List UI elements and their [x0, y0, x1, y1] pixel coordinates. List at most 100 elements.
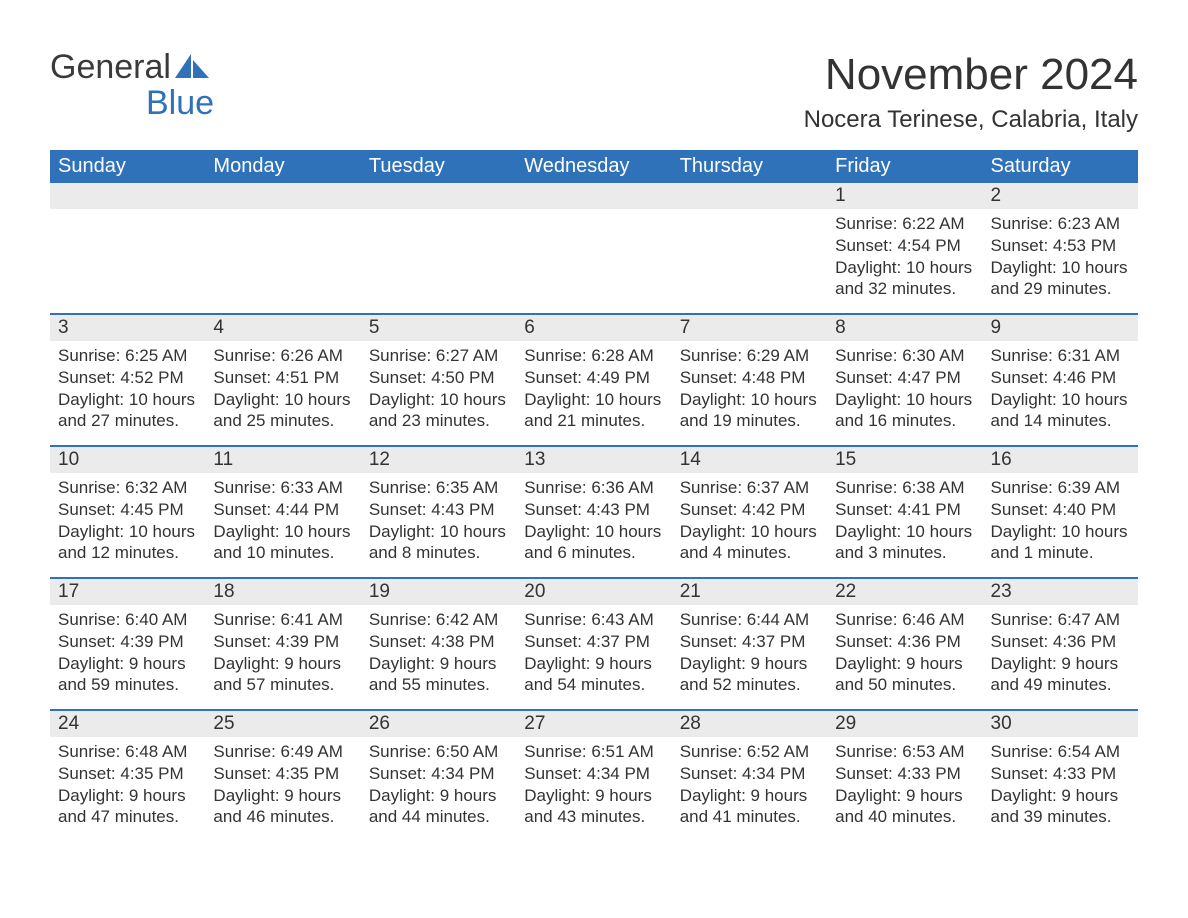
- sunset-text: Sunset: 4:49 PM: [524, 367, 663, 389]
- daylight-text-2: and 40 minutes.: [835, 806, 974, 828]
- daylight-text-1: Daylight: 9 hours: [213, 653, 352, 675]
- day-body: Sunrise: 6:35 AMSunset: 4:43 PMDaylight:…: [361, 473, 516, 574]
- week-row: 24Sunrise: 6:48 AMSunset: 4:35 PMDayligh…: [50, 709, 1138, 841]
- sunrise-text: Sunrise: 6:26 AM: [213, 345, 352, 367]
- sunset-text: Sunset: 4:45 PM: [58, 499, 197, 521]
- daylight-text-2: and 47 minutes.: [58, 806, 197, 828]
- day-number: 26: [361, 711, 516, 737]
- daylight-text-1: Daylight: 9 hours: [369, 785, 508, 807]
- daylight-text-1: Daylight: 10 hours: [58, 389, 197, 411]
- day-number-empty: [672, 183, 827, 209]
- sunrise-text: Sunrise: 6:29 AM: [680, 345, 819, 367]
- day-body: Sunrise: 6:41 AMSunset: 4:39 PMDaylight:…: [205, 605, 360, 706]
- day-body: Sunrise: 6:32 AMSunset: 4:45 PMDaylight:…: [50, 473, 205, 574]
- day-cell: 10Sunrise: 6:32 AMSunset: 4:45 PMDayligh…: [50, 447, 205, 577]
- daylight-text-1: Daylight: 9 hours: [835, 653, 974, 675]
- sunrise-text: Sunrise: 6:22 AM: [835, 213, 974, 235]
- daylight-text-2: and 10 minutes.: [213, 542, 352, 564]
- day-body: Sunrise: 6:33 AMSunset: 4:44 PMDaylight:…: [205, 473, 360, 574]
- sunrise-text: Sunrise: 6:35 AM: [369, 477, 508, 499]
- daylight-text-1: Daylight: 10 hours: [680, 521, 819, 543]
- sunrise-text: Sunrise: 6:41 AM: [213, 609, 352, 631]
- sunrise-text: Sunrise: 6:32 AM: [58, 477, 197, 499]
- day-cell: 24Sunrise: 6:48 AMSunset: 4:35 PMDayligh…: [50, 711, 205, 841]
- day-body: Sunrise: 6:42 AMSunset: 4:38 PMDaylight:…: [361, 605, 516, 706]
- daylight-text-2: and 59 minutes.: [58, 674, 197, 696]
- daylight-text-1: Daylight: 10 hours: [524, 389, 663, 411]
- day-body: Sunrise: 6:50 AMSunset: 4:34 PMDaylight:…: [361, 737, 516, 838]
- day-body: Sunrise: 6:26 AMSunset: 4:51 PMDaylight:…: [205, 341, 360, 442]
- day-number-empty: [50, 183, 205, 209]
- day-cell: 27Sunrise: 6:51 AMSunset: 4:34 PMDayligh…: [516, 711, 671, 841]
- daylight-text-2: and 52 minutes.: [680, 674, 819, 696]
- daylight-text-1: Daylight: 9 hours: [58, 653, 197, 675]
- day-body: Sunrise: 6:23 AMSunset: 4:53 PMDaylight:…: [983, 209, 1138, 310]
- daylight-text-2: and 14 minutes.: [991, 410, 1130, 432]
- day-cell: 22Sunrise: 6:46 AMSunset: 4:36 PMDayligh…: [827, 579, 982, 709]
- daylight-text-1: Daylight: 10 hours: [991, 257, 1130, 279]
- sunrise-text: Sunrise: 6:39 AM: [991, 477, 1130, 499]
- day-number: 25: [205, 711, 360, 737]
- sunrise-text: Sunrise: 6:33 AM: [213, 477, 352, 499]
- sunset-text: Sunset: 4:37 PM: [680, 631, 819, 653]
- day-cell: 19Sunrise: 6:42 AMSunset: 4:38 PMDayligh…: [361, 579, 516, 709]
- day-number: 2: [983, 183, 1138, 209]
- daylight-text-1: Daylight: 9 hours: [524, 785, 663, 807]
- day-number: 29: [827, 711, 982, 737]
- sunrise-text: Sunrise: 6:30 AM: [835, 345, 974, 367]
- sunset-text: Sunset: 4:53 PM: [991, 235, 1130, 257]
- sunset-text: Sunset: 4:37 PM: [524, 631, 663, 653]
- daylight-text-2: and 3 minutes.: [835, 542, 974, 564]
- day-number: 13: [516, 447, 671, 473]
- daylight-text-1: Daylight: 9 hours: [213, 785, 352, 807]
- weekday-header-tuesday: Tuesday: [361, 150, 516, 183]
- daylight-text-2: and 39 minutes.: [991, 806, 1130, 828]
- daylight-text-2: and 8 minutes.: [369, 542, 508, 564]
- day-number: 18: [205, 579, 360, 605]
- week-row: 3Sunrise: 6:25 AMSunset: 4:52 PMDaylight…: [50, 313, 1138, 445]
- daylight-text-2: and 27 minutes.: [58, 410, 197, 432]
- sunrise-text: Sunrise: 6:54 AM: [991, 741, 1130, 763]
- day-number-empty: [205, 183, 360, 209]
- day-body: Sunrise: 6:36 AMSunset: 4:43 PMDaylight:…: [516, 473, 671, 574]
- day-body: Sunrise: 6:31 AMSunset: 4:46 PMDaylight:…: [983, 341, 1138, 442]
- sunset-text: Sunset: 4:35 PM: [213, 763, 352, 785]
- sunrise-text: Sunrise: 6:49 AM: [213, 741, 352, 763]
- daylight-text-1: Daylight: 10 hours: [369, 521, 508, 543]
- logo-word-general: General: [50, 50, 171, 86]
- day-cell: 3Sunrise: 6:25 AMSunset: 4:52 PMDaylight…: [50, 315, 205, 445]
- day-cell: 16Sunrise: 6:39 AMSunset: 4:40 PMDayligh…: [983, 447, 1138, 577]
- daylight-text-1: Daylight: 9 hours: [369, 653, 508, 675]
- day-body: Sunrise: 6:52 AMSunset: 4:34 PMDaylight:…: [672, 737, 827, 838]
- day-number: 12: [361, 447, 516, 473]
- day-body: Sunrise: 6:47 AMSunset: 4:36 PMDaylight:…: [983, 605, 1138, 706]
- day-number: 17: [50, 579, 205, 605]
- day-body: Sunrise: 6:27 AMSunset: 4:50 PMDaylight:…: [361, 341, 516, 442]
- day-body: Sunrise: 6:39 AMSunset: 4:40 PMDaylight:…: [983, 473, 1138, 574]
- daylight-text-1: Daylight: 9 hours: [835, 785, 974, 807]
- day-body: Sunrise: 6:25 AMSunset: 4:52 PMDaylight:…: [50, 341, 205, 442]
- day-body: Sunrise: 6:46 AMSunset: 4:36 PMDaylight:…: [827, 605, 982, 706]
- sunrise-text: Sunrise: 6:23 AM: [991, 213, 1130, 235]
- day-cell: [50, 183, 205, 313]
- calendar-page: General Blue November 2024 Nocera Terine…: [0, 0, 1188, 881]
- sunset-text: Sunset: 4:34 PM: [369, 763, 508, 785]
- daylight-text-2: and 12 minutes.: [58, 542, 197, 564]
- sunset-text: Sunset: 4:43 PM: [524, 499, 663, 521]
- sunrise-text: Sunrise: 6:46 AM: [835, 609, 974, 631]
- day-number: 8: [827, 315, 982, 341]
- daylight-text-1: Daylight: 10 hours: [680, 389, 819, 411]
- sunset-text: Sunset: 4:47 PM: [835, 367, 974, 389]
- daylight-text-1: Daylight: 9 hours: [991, 785, 1130, 807]
- sunrise-text: Sunrise: 6:48 AM: [58, 741, 197, 763]
- sunset-text: Sunset: 4:36 PM: [835, 631, 974, 653]
- sunset-text: Sunset: 4:39 PM: [58, 631, 197, 653]
- day-body: Sunrise: 6:29 AMSunset: 4:48 PMDaylight:…: [672, 341, 827, 442]
- sunrise-text: Sunrise: 6:43 AM: [524, 609, 663, 631]
- daylight-text-1: Daylight: 10 hours: [991, 521, 1130, 543]
- daylight-text-1: Daylight: 9 hours: [991, 653, 1130, 675]
- sunset-text: Sunset: 4:42 PM: [680, 499, 819, 521]
- daylight-text-2: and 50 minutes.: [835, 674, 974, 696]
- daylight-text-2: and 55 minutes.: [369, 674, 508, 696]
- day-body: Sunrise: 6:40 AMSunset: 4:39 PMDaylight:…: [50, 605, 205, 706]
